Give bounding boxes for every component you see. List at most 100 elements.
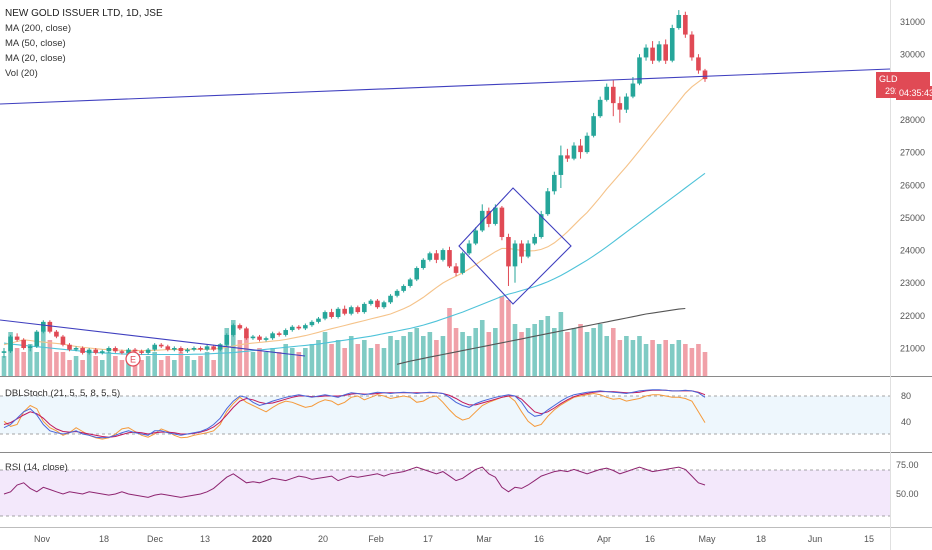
candle-body xyxy=(335,308,341,317)
symbol-title[interactable]: NEW GOLD ISSUER LTD, 1D, JSE xyxy=(5,8,163,19)
candle-body xyxy=(663,44,668,61)
candle-body xyxy=(211,346,216,350)
trendline-lower[interactable] xyxy=(0,319,306,357)
volume-bar xyxy=(637,336,642,376)
volume-bar xyxy=(394,340,400,376)
volume-bar xyxy=(145,356,151,376)
volume-bar xyxy=(519,332,524,376)
candle-body xyxy=(532,236,537,244)
volume-bar xyxy=(617,340,623,376)
volume-bar xyxy=(381,348,387,376)
candle-body xyxy=(185,349,190,352)
candle-body xyxy=(538,214,544,237)
candle-body xyxy=(257,336,262,340)
candle-body xyxy=(60,336,66,345)
stoch-d-line xyxy=(3,389,706,438)
diamond-pattern[interactable] xyxy=(458,187,572,305)
candle-body xyxy=(499,207,505,237)
main-legend: NEW GOLD ISSUER LTD, 1D, JSE MA (200, cl… xyxy=(5,6,163,81)
volume-bar xyxy=(309,344,315,376)
candle-body xyxy=(237,325,243,329)
volume-bar xyxy=(493,328,498,376)
candle-body xyxy=(99,351,105,353)
legend-vol[interactable]: Vol (20) xyxy=(5,68,38,79)
candle-body xyxy=(263,338,269,340)
volume-bar xyxy=(624,336,629,376)
stoch-legend[interactable]: DBLStoch (21, 5, 5, 8, 5, 5) xyxy=(5,388,121,399)
candle-body xyxy=(309,321,315,326)
volume-bar xyxy=(335,340,341,376)
time-tick-label: Jun xyxy=(808,534,823,544)
ma20-line xyxy=(3,76,706,352)
volume-bar xyxy=(643,344,649,376)
candle-body xyxy=(669,28,675,61)
legend-ma200[interactable]: MA (200, close) xyxy=(5,23,71,34)
time-tick-label: 17 xyxy=(423,534,433,544)
candle-body xyxy=(198,348,203,350)
candle-body xyxy=(637,57,642,84)
volume-bar xyxy=(368,348,374,376)
volume-bar xyxy=(362,340,367,376)
volume-bar xyxy=(14,348,20,376)
candle-body xyxy=(519,243,524,257)
time-tick-label: 18 xyxy=(99,534,109,544)
time-axis[interactable]: Nov 18 Dec 13 2020 20 Feb 17 Mar 16 Apr 16 May 18 Jun 1… xyxy=(34,534,874,544)
time-tick-label: 20 xyxy=(318,534,328,544)
candle-body xyxy=(34,331,40,347)
volume-bar xyxy=(204,352,210,376)
candle-body xyxy=(73,348,79,350)
volume-bar xyxy=(178,352,184,376)
candle-body xyxy=(427,253,433,260)
volume-bar xyxy=(283,344,289,376)
price-axis[interactable]: 3100030000290002800027000260002500024000… xyxy=(900,17,925,354)
time-tick-label: 15 xyxy=(864,534,874,544)
price-tick-label: 23000 xyxy=(900,278,925,288)
candle-body xyxy=(14,336,20,340)
volume-bar xyxy=(565,332,570,376)
volume-bar xyxy=(73,356,79,376)
candle-body xyxy=(191,348,197,350)
volume-bar xyxy=(276,352,282,376)
candle-body xyxy=(106,348,112,352)
volume-bar xyxy=(427,332,433,376)
candle-body xyxy=(165,346,171,350)
volume-bar xyxy=(211,360,216,376)
volume-bar xyxy=(479,320,485,376)
rsi-legend[interactable]: RSI (14, close) xyxy=(5,462,68,473)
moving-averages xyxy=(3,76,706,365)
stoch-k-line xyxy=(3,389,706,439)
candlesticks[interactable] xyxy=(1,10,708,358)
candle-body xyxy=(414,268,420,280)
volume-bar xyxy=(552,328,557,376)
badge-ticker: GLD xyxy=(879,74,898,84)
volume-bar xyxy=(683,344,688,376)
volume-bar xyxy=(506,300,511,376)
price-tick-label: 21000 xyxy=(900,344,925,354)
legend-ma20[interactable]: MA (20, close) xyxy=(5,53,66,64)
rsi-tick-50: 50.00 xyxy=(896,489,919,499)
candle-body xyxy=(303,325,308,329)
volume-bar xyxy=(663,340,668,376)
volume-bar xyxy=(289,348,295,376)
candle-body xyxy=(610,86,616,104)
volume-bar xyxy=(60,352,66,376)
volume-bar xyxy=(499,296,505,376)
stoch-pane-band xyxy=(0,396,890,434)
candle-body xyxy=(584,135,590,153)
volume-bar xyxy=(486,332,492,376)
price-tick-label: 26000 xyxy=(900,180,925,190)
volume-bar xyxy=(375,344,380,376)
volume-bar xyxy=(584,332,590,376)
candle-body xyxy=(230,325,236,335)
trendline-upper[interactable] xyxy=(0,68,891,105)
legend-ma50[interactable]: MA (50, close) xyxy=(5,38,66,49)
volume-bar xyxy=(93,356,99,376)
volume-bar xyxy=(466,336,472,376)
volume-bar xyxy=(696,344,701,376)
candle-body xyxy=(283,330,289,335)
price-tick-label: 28000 xyxy=(900,115,925,125)
earnings-marker[interactable] xyxy=(125,351,141,367)
candle-body xyxy=(552,174,557,192)
volume-bar xyxy=(388,336,393,376)
